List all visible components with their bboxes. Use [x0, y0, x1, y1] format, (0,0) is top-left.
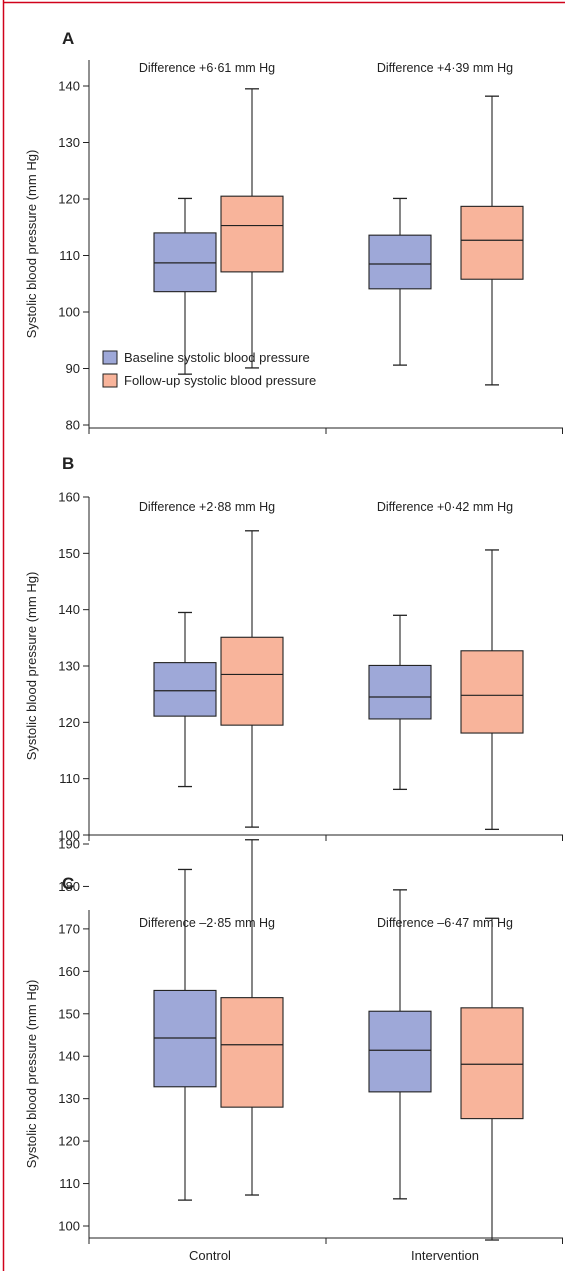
- legend: Baseline systolic blood pressure Follow-u…: [102, 350, 316, 388]
- box-baseline-intervention: [368, 197, 432, 366]
- category-label: Control: [189, 1248, 231, 1263]
- iqr-box: [368, 664, 432, 720]
- y-tick-label: 120: [58, 1134, 80, 1149]
- iqr-box: [368, 1010, 432, 1093]
- y-tick-label: 120: [58, 192, 80, 207]
- difference-label: Difference +0·42 mm Hg: [377, 500, 513, 514]
- y-tick-label: 110: [59, 1176, 80, 1191]
- iqr-box: [220, 195, 284, 273]
- box-followup-intervention: [460, 95, 524, 386]
- y-tick-label: 150: [58, 1006, 80, 1021]
- legend-swatch-baseline: [102, 350, 118, 365]
- y-tick-label: 190: [58, 837, 80, 852]
- y-tick-label: 140: [58, 79, 80, 94]
- legend-swatch-followup: [102, 373, 118, 388]
- y-axis-title: Systolic blood pressure (mm Hg): [24, 150, 39, 339]
- y-tick-label: 140: [58, 1049, 80, 1064]
- difference-label: Difference +6·61 mm Hg: [139, 61, 275, 75]
- difference-label: Difference –2·85 mm Hg: [139, 916, 275, 930]
- box-followup-intervention: [460, 917, 524, 1241]
- difference-label: Difference –6·47 mm Hg: [377, 916, 513, 930]
- panel-label: A: [62, 29, 74, 48]
- difference-label: Difference +4·39 mm Hg: [377, 61, 513, 75]
- panel-label: C: [62, 874, 74, 893]
- box-baseline-intervention: [368, 889, 432, 1200]
- panel-a: A 80 90 100 110 120 130 140 Systolic blood press…: [24, 29, 563, 434]
- y-tick-label: 170: [58, 921, 80, 936]
- y-tick-label: 180: [58, 879, 80, 894]
- y-tick-label: 80: [66, 418, 80, 433]
- legend-entry: Baseline systolic blood pressure: [124, 350, 310, 365]
- y-tick-label: 120: [58, 715, 80, 730]
- box-followup-control: [220, 88, 284, 369]
- y-axis-title: Systolic blood pressure (mm Hg): [24, 980, 39, 1169]
- panel-c: C 100 110 120 130 140 150 160 170 180 190 Systolic …: [24, 837, 563, 1263]
- box-baseline-control: [153, 868, 217, 1201]
- y-tick-label: 130: [58, 1091, 80, 1106]
- y-tick-label: 140: [58, 602, 80, 617]
- iqr-box: [153, 662, 217, 717]
- y-tick-label: 160: [58, 964, 80, 979]
- legend-entry: Follow-up systolic blood pressure: [124, 373, 316, 388]
- difference-label: Difference +2·88 mm Hg: [139, 500, 275, 514]
- y-tick-label: 150: [58, 546, 80, 561]
- box-baseline-control: [153, 611, 217, 788]
- y-tick-label: 110: [59, 771, 80, 786]
- box-baseline-control: [153, 197, 217, 375]
- iqr-box: [220, 997, 284, 1108]
- category-label: Intervention: [411, 1248, 479, 1263]
- box-baseline-intervention: [368, 614, 432, 791]
- y-tick-label: 100: [58, 1219, 80, 1234]
- iqr-box: [460, 650, 524, 734]
- y-tick-label: 100: [58, 828, 80, 843]
- box-followup-control: [220, 839, 284, 1196]
- y-tick-label: 130: [58, 135, 80, 150]
- y-tick-label: 110: [59, 248, 80, 263]
- panel-b: B 100 110 120 130 140 150 160 Systolic blood pre…: [24, 454, 563, 843]
- y-tick-label: 130: [58, 659, 80, 674]
- iqr-box: [460, 205, 524, 280]
- y-axis-title: Systolic blood pressure (mm Hg): [24, 572, 39, 761]
- iqr-box: [368, 234, 432, 290]
- box-followup-control: [220, 530, 284, 828]
- panel-label: B: [62, 454, 74, 473]
- iqr-box: [460, 1007, 524, 1120]
- y-tick-label: 100: [58, 305, 80, 320]
- y-tick-label: 160: [58, 490, 80, 505]
- y-tick-label: 90: [66, 361, 80, 376]
- iqr-box: [153, 989, 217, 1088]
- box-followup-intervention: [460, 549, 524, 831]
- iqr-box: [220, 636, 284, 726]
